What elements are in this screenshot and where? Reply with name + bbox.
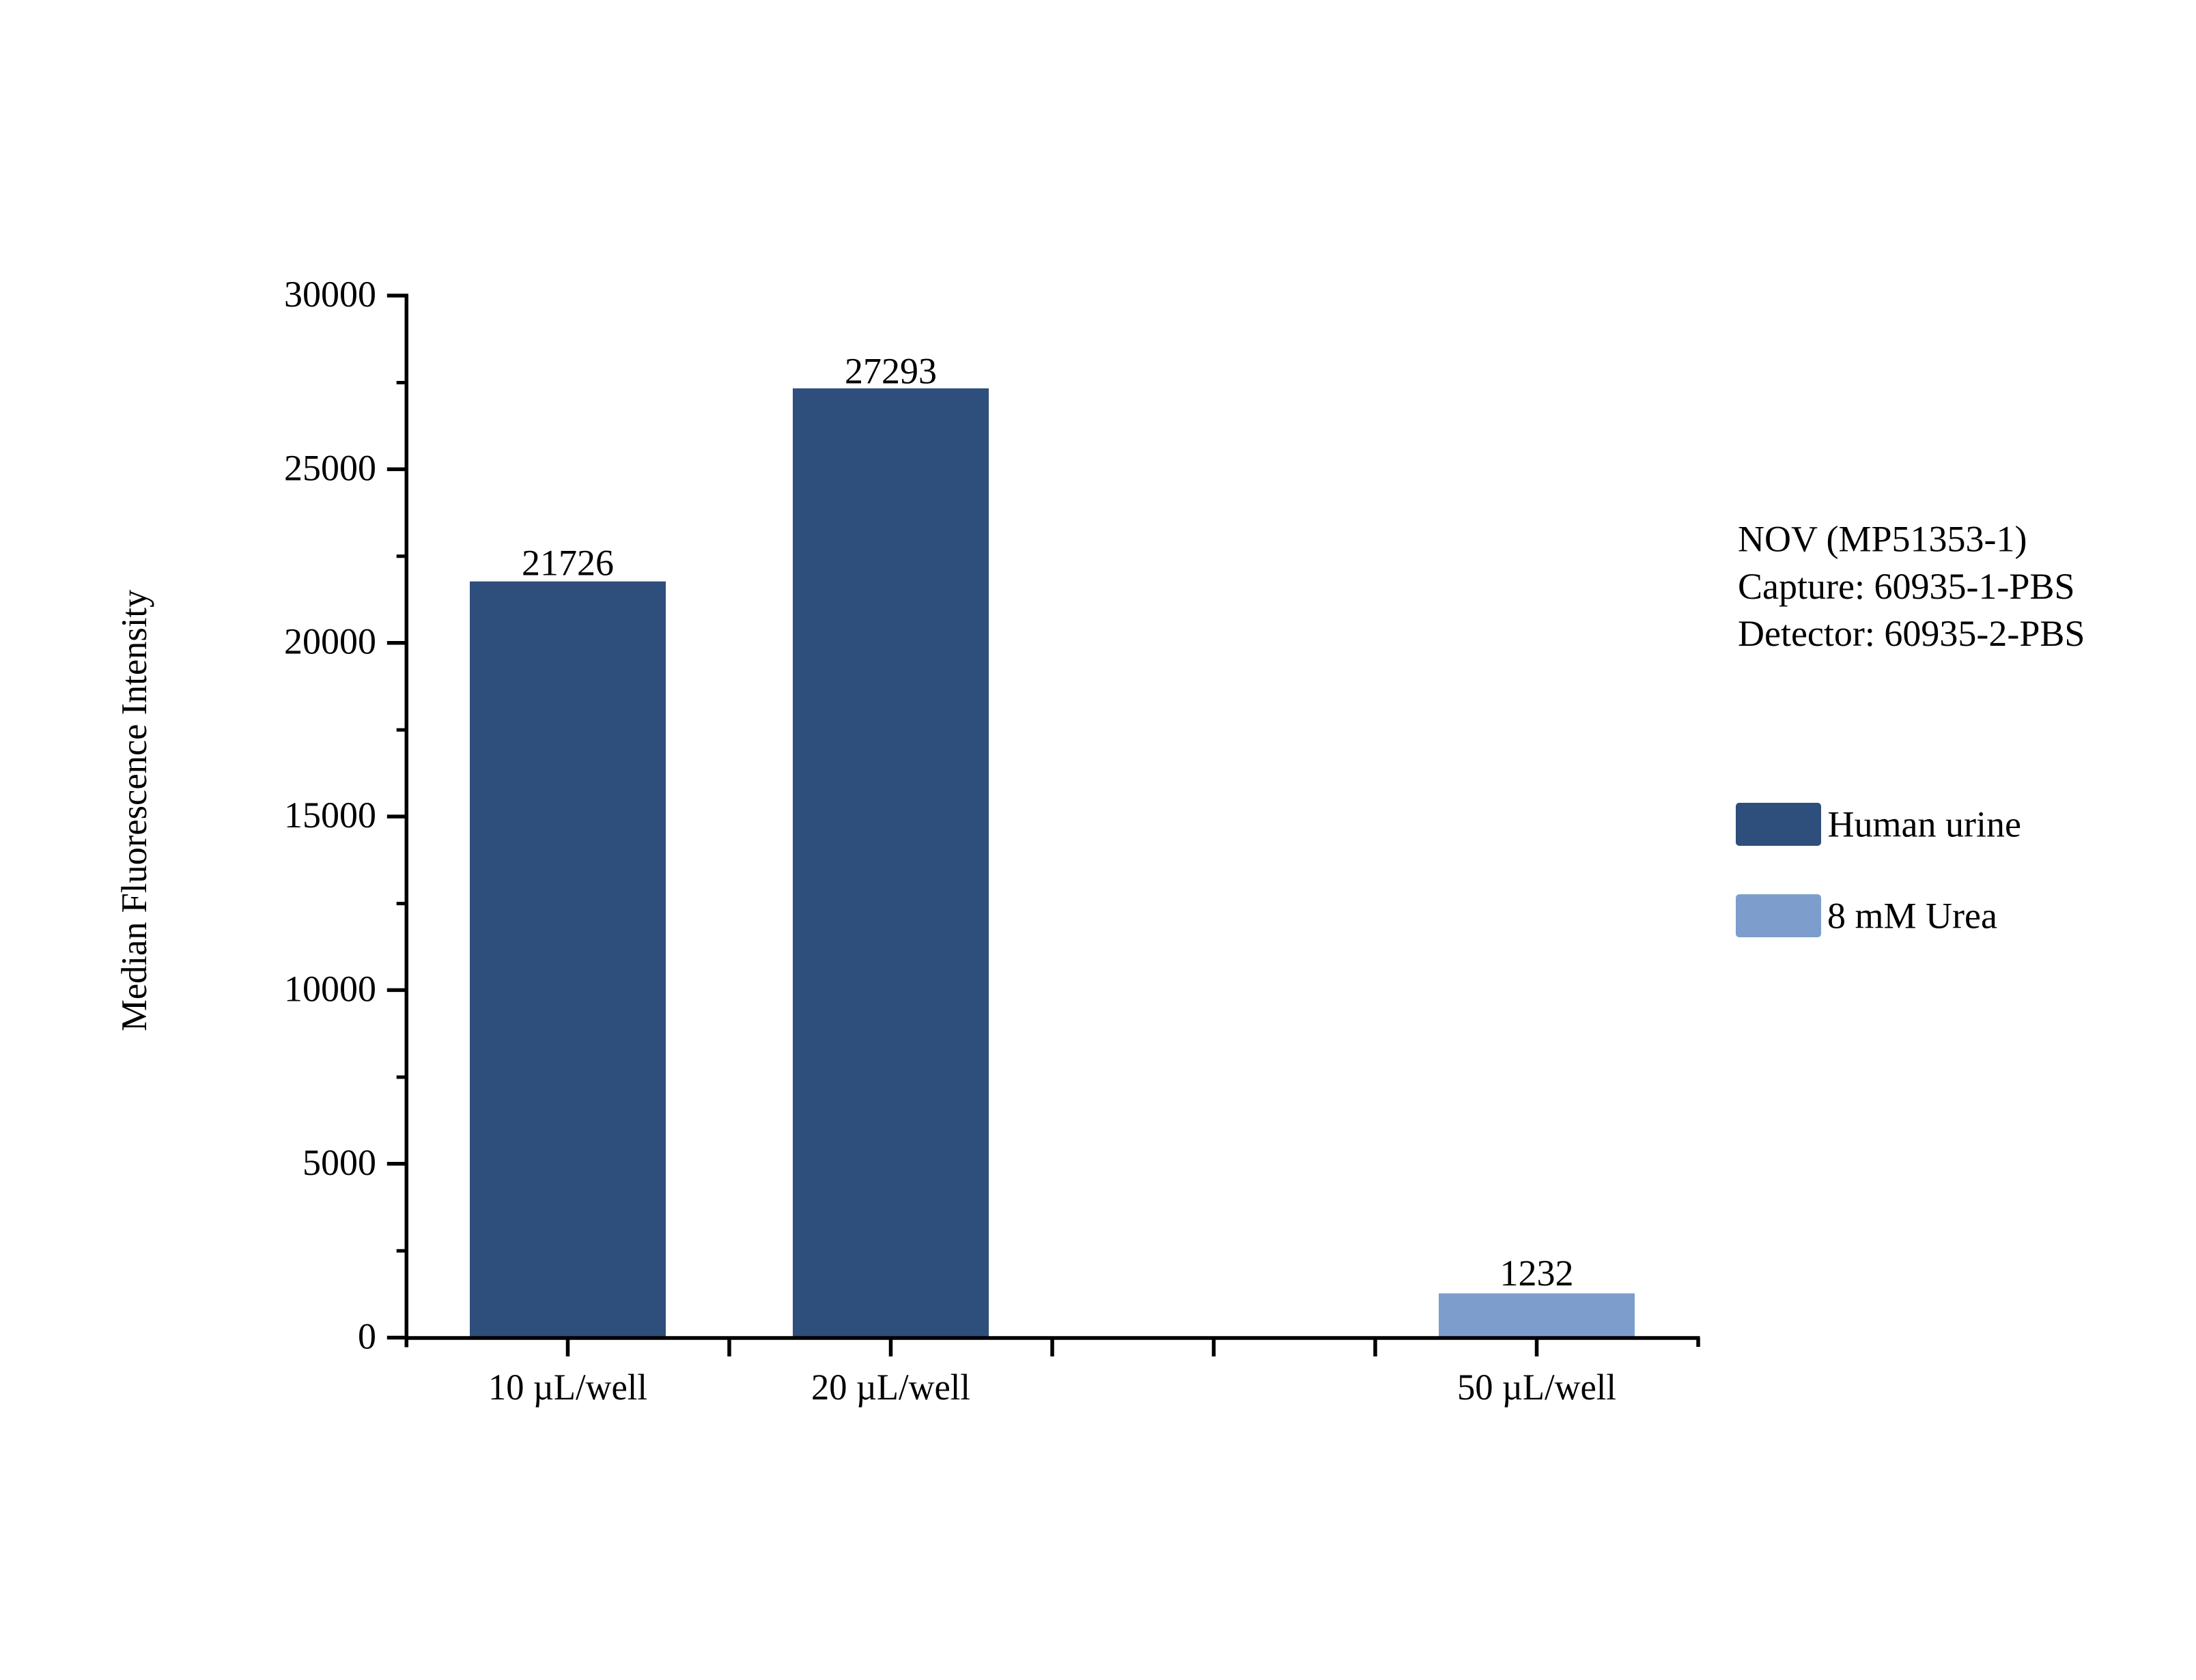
svg-text:0: 0 xyxy=(358,1316,376,1357)
svg-text:20000: 20000 xyxy=(284,621,376,662)
svg-text:10000: 10000 xyxy=(284,968,376,1009)
svg-text:NOV (MP51353-1): NOV (MP51353-1) xyxy=(1738,519,2027,560)
svg-text:5000: 5000 xyxy=(302,1142,376,1183)
svg-text:8 mM Urea: 8 mM Urea xyxy=(1827,895,1997,936)
svg-text:Capture: 60935-1-PBS: Capture: 60935-1-PBS xyxy=(1738,566,2075,607)
svg-text:30000: 30000 xyxy=(284,274,376,315)
svg-text:Human urine: Human urine xyxy=(1828,803,2021,844)
svg-text:1232: 1232 xyxy=(1500,1253,1574,1294)
svg-text:Median Fluorescence Intensity: Median Fluorescence Intensity xyxy=(115,589,154,1031)
svg-text:25000: 25000 xyxy=(284,447,376,488)
svg-text:50 µL/well: 50 µL/well xyxy=(1457,1367,1616,1408)
svg-text:15000: 15000 xyxy=(284,795,376,836)
svg-text:20 µL/well: 20 µL/well xyxy=(811,1367,970,1408)
svg-text:Detector: 60935-2-PBS: Detector: 60935-2-PBS xyxy=(1738,613,2085,654)
svg-text:10 µL/well: 10 µL/well xyxy=(488,1367,647,1408)
svg-text:21726: 21726 xyxy=(522,543,614,584)
svg-text:27293: 27293 xyxy=(845,350,937,391)
